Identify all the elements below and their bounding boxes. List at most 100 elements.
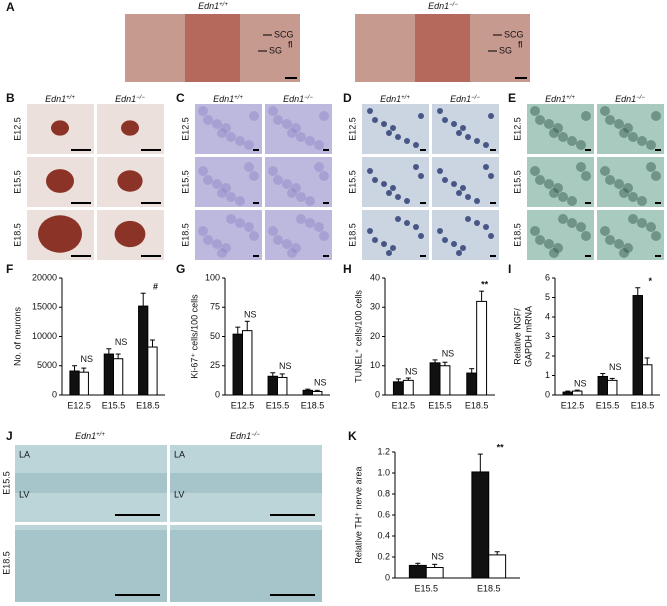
error-bar (432, 563, 438, 568)
tissue (415, 14, 470, 82)
cell (273, 235, 283, 245)
cell (395, 216, 401, 222)
cell (637, 136, 647, 146)
x-tick-label: E15.5 (414, 583, 438, 593)
cell (474, 198, 480, 204)
error-bar (395, 378, 401, 382)
chamber-label: LA (19, 449, 30, 459)
cell (535, 115, 545, 125)
cell (465, 194, 471, 200)
cell (651, 231, 661, 241)
cell (404, 138, 410, 144)
cell (605, 175, 615, 185)
panel-label: F (6, 262, 13, 276)
bar (642, 364, 653, 396)
cell (217, 128, 227, 138)
error-bar (314, 389, 320, 392)
bar (103, 353, 115, 396)
stage-label: E12.5 (512, 117, 522, 141)
cell (287, 248, 297, 258)
cell (203, 115, 213, 125)
cell (544, 119, 554, 129)
panel-label: E (508, 91, 516, 105)
cell (637, 196, 647, 206)
cell (395, 194, 401, 200)
cell (600, 226, 610, 236)
bar (138, 305, 149, 396)
chamber-label: LA (174, 449, 185, 459)
anatomy-label: SG (269, 45, 282, 55)
cell (619, 128, 629, 138)
cell (456, 250, 462, 256)
cell (314, 140, 324, 150)
panel-label: G (176, 262, 185, 276)
cell (465, 134, 471, 140)
cell (623, 183, 633, 193)
cell (221, 183, 231, 193)
significance-label: NS (115, 337, 128, 347)
cell (651, 171, 661, 181)
cell (535, 235, 545, 245)
cell (235, 218, 245, 228)
genotype-superscript: +/+ (219, 2, 228, 8)
tissue (170, 473, 322, 493)
gene: Edn1 (75, 431, 96, 441)
genotype-label: Edn1+/+ (213, 94, 243, 104)
y-tick-label: 0 (385, 572, 390, 582)
cell (296, 192, 306, 202)
cell (451, 241, 457, 247)
cell (203, 175, 213, 185)
x-tick-label: E12.5 (561, 400, 585, 410)
genotype-label: Edn1+/+ (545, 94, 575, 104)
cell (442, 117, 448, 123)
significance-label: * (648, 276, 652, 286)
significance-label: NS (405, 366, 418, 376)
y-tick-label: 15000 (32, 302, 57, 312)
bar (113, 358, 124, 396)
panel-label: H (343, 262, 352, 276)
y-tick-label: 1.0 (377, 467, 390, 477)
error-bar (432, 359, 438, 363)
y-axis-label: Ki-67⁺ cells/100 cells (189, 294, 199, 379)
genotype-label: Edn1−/− (428, 1, 458, 11)
panel-label: A (6, 0, 15, 14)
error-bar (81, 367, 87, 373)
photo (195, 210, 262, 260)
cell (576, 222, 586, 232)
error-bar (600, 373, 606, 377)
cell (203, 235, 213, 245)
panel-label: I (508, 262, 511, 276)
cell (249, 231, 259, 241)
stage-label: E15.5 (180, 170, 190, 194)
cell (221, 123, 231, 133)
significance-label: NS (279, 361, 292, 371)
stage-label: E15.5 (512, 170, 522, 194)
ganglion (117, 170, 143, 192)
genotype-superscript: +/+ (566, 95, 575, 101)
ganglion (114, 220, 146, 248)
cell (418, 173, 424, 179)
cell (291, 123, 301, 133)
ganglion (46, 169, 74, 193)
gene: Edn1 (115, 94, 136, 104)
error-bar (565, 390, 571, 393)
bar (69, 370, 80, 396)
significance-label: NS (314, 378, 327, 388)
y-axis-label: No. of neurons (12, 306, 22, 366)
cell (581, 111, 591, 121)
y-tick-label: 0 (375, 389, 380, 399)
gene: Edn1 (450, 94, 471, 104)
photo (597, 104, 664, 154)
cell (488, 233, 494, 239)
cell (381, 181, 387, 187)
photo (597, 157, 664, 207)
cell (437, 168, 443, 174)
stage-label: E18.5 (12, 223, 22, 247)
gene: Edn1 (428, 1, 449, 11)
cell (460, 185, 466, 191)
tissue (170, 530, 322, 602)
cell (291, 183, 301, 193)
cell (460, 125, 466, 131)
cell (404, 198, 410, 204)
cell (442, 177, 448, 183)
